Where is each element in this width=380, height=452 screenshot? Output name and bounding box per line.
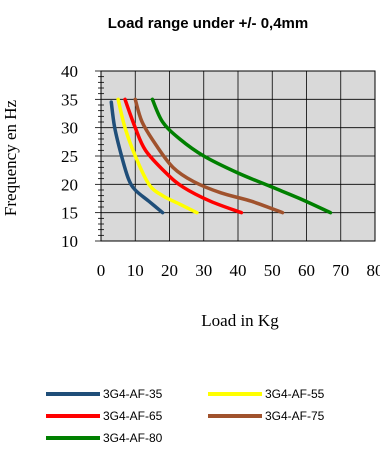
x-tick-label: 0 [97, 261, 106, 280]
y-tick-label: 15 [61, 204, 78, 223]
x-tick-label: 10 [127, 261, 144, 280]
x-tick-label: 40 [230, 261, 247, 280]
series-line-3g4-af-75 [133, 97, 285, 215]
y-tick-label: 35 [61, 90, 78, 109]
legend-label-3g4-af-65: 3G4-AF-65 [103, 409, 163, 423]
legend-label-3g4-af-75: 3G4-AF-75 [265, 409, 325, 423]
y-tick-label: 25 [61, 147, 78, 166]
x-tick-label: 70 [332, 261, 349, 280]
x-axis-ticks: 0 10 20 30 40 50 60 70 80 [97, 261, 380, 280]
y-tick-label: 10 [61, 232, 78, 251]
series-line-3g4-af-80 [150, 97, 333, 215]
x-axis-label: Load in Kg [201, 311, 279, 330]
series-line-3g4-af-55 [116, 97, 199, 215]
x-tick-label: 80 [367, 261, 380, 280]
legend-label-3g4-af-55: 3G4-AF-55 [265, 387, 325, 401]
legend-label-3g4-af-80: 3G4-AF-80 [103, 431, 163, 445]
x-tick-label: 30 [195, 261, 212, 280]
y-tick-label: 40 [61, 62, 78, 81]
series-line-3g4-af-35 [109, 100, 165, 215]
x-tick-label: 60 [298, 261, 315, 280]
y-tick-label: 20 [61, 175, 78, 194]
x-tick-label: 50 [264, 261, 281, 280]
chart-title: Load range under +/- 0,4mm [108, 15, 308, 32]
legend: 3G4-AF-35 3G4-AF-55 3G4-AF-65 3G4-AF-75 3G4-… [46, 387, 325, 445]
series-lines [109, 97, 333, 215]
legend-label-3g4-af-35: 3G4-AF-35 [103, 387, 163, 401]
y-axis-ticks: 10 15 20 25 30 35 40 [61, 62, 78, 251]
y-tick-label: 30 [61, 119, 78, 138]
x-tick-label: 20 [161, 261, 178, 280]
series-line-3g4-af-65 [123, 97, 244, 215]
y-axis-label: Frequency en Hz [1, 99, 20, 216]
